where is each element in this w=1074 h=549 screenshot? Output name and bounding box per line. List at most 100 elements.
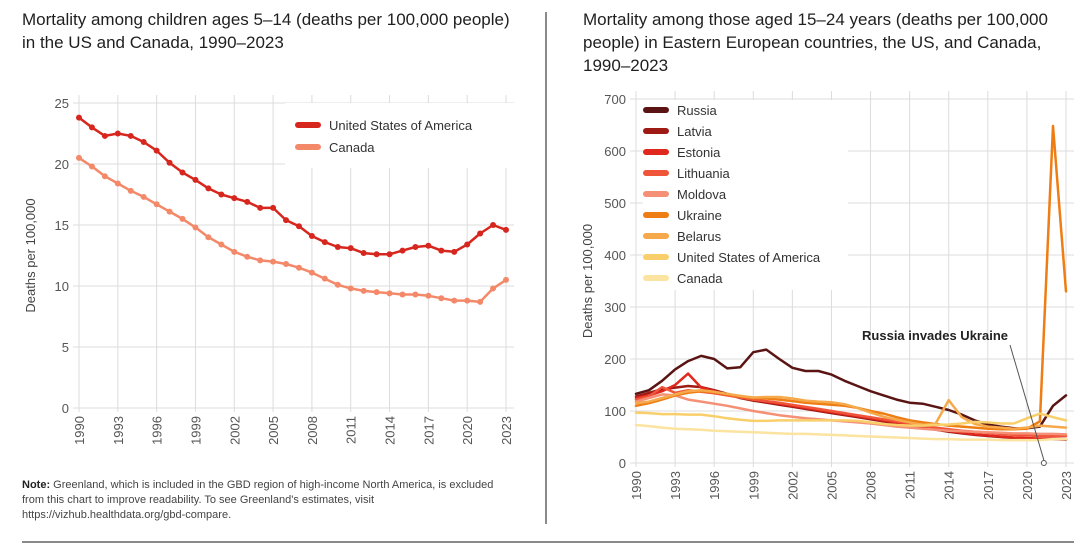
data-point — [503, 226, 509, 233]
data-point — [270, 258, 277, 265]
x-tick-label: 1990 — [629, 471, 644, 500]
data-point — [101, 173, 108, 180]
legend-label: United States of America — [329, 118, 473, 133]
data-point — [244, 253, 251, 260]
data-point — [114, 180, 121, 187]
x-tick-label: 2011 — [903, 471, 918, 499]
data-point — [166, 208, 173, 215]
legend-label: Canada — [677, 271, 723, 286]
x-tick-label: 2017 — [981, 471, 996, 500]
legend-label: Canada — [329, 140, 375, 155]
data-point — [283, 261, 290, 268]
data-point — [283, 217, 290, 224]
y-tick-label: 300 — [604, 300, 626, 315]
data-point — [464, 297, 471, 304]
y-tick-label: 500 — [604, 196, 626, 211]
x-tick-label: 1996 — [707, 471, 722, 500]
series-line-latvia — [634, 384, 1068, 441]
legend-background — [643, 100, 848, 290]
data-point — [88, 124, 95, 131]
legend-label: Lithuania — [677, 166, 731, 181]
legend-label: Latvia — [677, 124, 712, 139]
vertical-divider — [545, 12, 547, 524]
data-point — [295, 223, 302, 230]
left-chart-title: Mortality among children ages 5–14 (deat… — [22, 10, 510, 52]
series-line-canada — [634, 423, 1068, 442]
x-tick-label: 2014 — [942, 471, 957, 500]
data-point — [490, 285, 497, 292]
data-point — [127, 132, 134, 139]
data-point — [308, 232, 315, 239]
chart-note: Note: Greenland, which is included in th… — [22, 478, 512, 523]
data-point — [490, 222, 497, 228]
series-line-ukraine — [634, 124, 1068, 431]
data-point — [76, 154, 82, 161]
y-tick-label: 15 — [55, 218, 69, 233]
x-tick-label: 1996 — [150, 416, 165, 445]
data-point — [386, 290, 393, 297]
data-point — [334, 243, 341, 250]
legend-background — [285, 103, 515, 168]
data-point — [360, 250, 367, 257]
right-chart-title: Mortality among those aged 15–24 years (… — [583, 10, 1048, 75]
y-tick-label: 200 — [604, 352, 626, 367]
data-point — [373, 251, 380, 258]
x-tick-label: 2011 — [344, 416, 359, 444]
x-tick-label: 2014 — [383, 416, 398, 445]
data-point — [451, 248, 458, 255]
data-point — [360, 287, 367, 294]
data-point — [347, 285, 354, 292]
y-tick-label: 0 — [62, 401, 69, 416]
data-point — [257, 204, 264, 211]
y-tick-label: 20 — [55, 157, 69, 172]
data-point — [114, 130, 121, 137]
y-tick-label: 25 — [55, 96, 69, 111]
data-point — [166, 159, 173, 166]
data-point — [205, 234, 212, 241]
data-point — [321, 239, 328, 246]
y-tick-label: 400 — [604, 248, 626, 263]
legend-label: Belarus — [677, 229, 722, 244]
x-tick-label: 2005 — [266, 416, 281, 445]
y-tick-label: 700 — [604, 92, 626, 107]
data-point — [140, 193, 147, 200]
x-tick-label: 1993 — [668, 471, 683, 500]
series-line-lithuania — [634, 385, 1068, 438]
data-point — [153, 147, 160, 154]
legend-label: Estonia — [677, 145, 721, 160]
data-point — [153, 201, 160, 208]
x-tick-label: 2020 — [1020, 471, 1035, 500]
y-tick-label: 5 — [62, 340, 69, 355]
data-point — [270, 204, 277, 211]
note-text: Greenland, which is included in the GBD … — [22, 479, 494, 521]
series-line-united-states-of-america — [77, 116, 508, 256]
series-line-belarus — [634, 388, 1068, 430]
data-point — [257, 257, 264, 264]
data-point — [192, 224, 199, 231]
annotation-leader-line — [1009, 344, 1045, 461]
y-axis-label: Deaths per 100,000 — [580, 224, 595, 338]
data-point — [412, 243, 419, 250]
data-point — [295, 264, 302, 271]
data-point — [205, 185, 212, 192]
x-tick-label: 2017 — [421, 416, 436, 445]
y-tick-label: 600 — [604, 144, 626, 159]
data-point — [477, 298, 484, 305]
series-line-canada — [77, 156, 508, 304]
data-point — [386, 251, 393, 258]
legend-label: Moldova — [677, 187, 727, 202]
data-point — [347, 245, 354, 252]
data-point — [334, 281, 341, 288]
data-point — [192, 176, 199, 183]
x-tick-label: 2008 — [864, 471, 879, 500]
y-tick-label: 10 — [55, 279, 69, 294]
series-line-estonia — [634, 372, 1068, 441]
x-tick-label: 2020 — [460, 416, 475, 445]
x-tick-label: 2005 — [824, 471, 839, 500]
x-tick-label: 1999 — [746, 471, 761, 500]
y-axis-label: Deaths per 100,000 — [23, 198, 38, 312]
data-point — [438, 247, 445, 254]
bottom-divider — [22, 541, 1074, 543]
legend-label: Ukraine — [677, 208, 722, 223]
legend-label: Russia — [677, 103, 718, 118]
